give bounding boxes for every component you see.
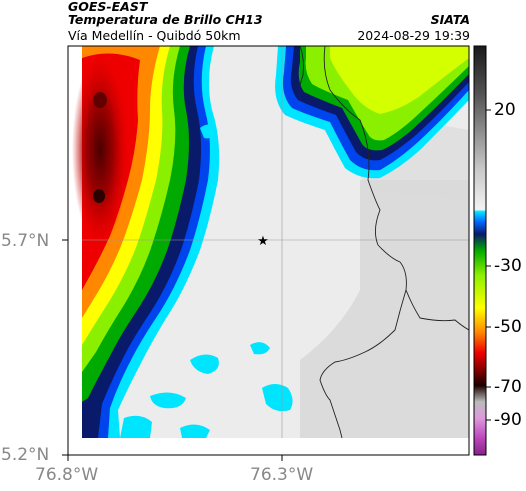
cloud-fragment [180, 424, 210, 438]
cloud-fragment [262, 384, 293, 412]
grey-cloud-region [300, 180, 469, 438]
boundary-line [319, 289, 407, 439]
warm-core [72, 55, 128, 245]
colorbar-label-neg90: -90 [494, 410, 522, 430]
y-tick-label-5.7N: 5.7°N [1, 231, 50, 251]
boundary-line [323, 45, 470, 331]
title-product: Temperatura de Brillo CH13 [68, 12, 263, 27]
cloud-fragment [190, 354, 219, 374]
x-tick-label-76.8W: 76.8°W [35, 465, 99, 485]
warm-core-dark [93, 189, 105, 203]
colorbar-label-neg70: -70 [494, 377, 522, 397]
cloud-fragment [150, 392, 186, 409]
colorbar-label-neg30: -30 [494, 256, 522, 276]
star-icon: ★ [257, 234, 269, 249]
timestamp: 2024-08-29 19:39 [357, 28, 470, 43]
cloud-fragment [200, 124, 216, 139]
x-tick-label-76.3W: 76.3°W [250, 465, 314, 485]
y-tick-label-5.2N: 5.2°N [1, 445, 50, 465]
warm-core-dark-2 [93, 92, 107, 108]
colorbar [473, 45, 487, 456]
boundary-line [298, 45, 305, 101]
subtitle: Vía Medellín - Quibdó 50km [68, 28, 241, 43]
cloud-fragment [120, 415, 152, 438]
cloud-fragment [250, 342, 270, 355]
colorbar-label-neg50: -50 [494, 317, 522, 337]
title-source: GOES-EAST [68, 0, 148, 14]
organization-label: SIATA [430, 12, 470, 27]
colorbar-label-20: 20 [494, 100, 516, 120]
map-frame [67, 45, 470, 456]
north-band-yellow [330, 46, 469, 114]
